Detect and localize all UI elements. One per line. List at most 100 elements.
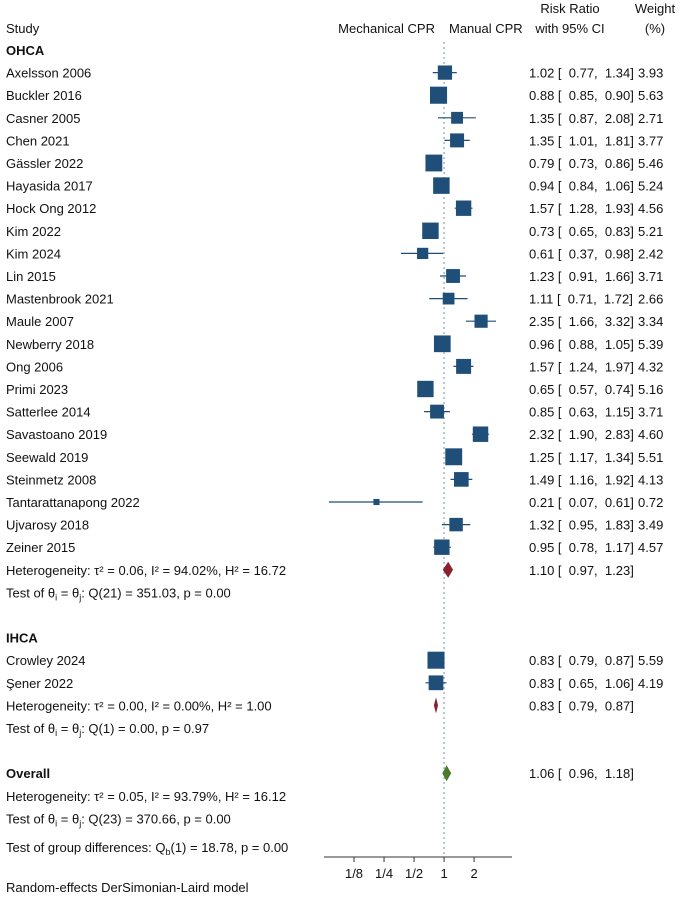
header-effect-line2: with 95% CI: [534, 21, 604, 36]
study-row: Maule 2007 2.35 [ 1.66, 3.32] 3.34: [6, 314, 663, 329]
study-label: Hock Ong 2012: [6, 201, 96, 216]
subtotal-row: Heterogeneity: τ² = 0.00, I² = 0.00%, H²…: [6, 697, 634, 714]
study-label: Crowley 2024: [6, 653, 86, 668]
effect-ci-label: 2.35 [ 1.66, 3.32]: [529, 314, 634, 329]
effect-ci-label: 1.35 [ 0.87, 2.08]: [529, 111, 634, 126]
study-row: Ujvarosy 2018 1.32 [ 0.95, 1.83] 3.49: [6, 518, 663, 533]
study-label: Şener 2022: [6, 676, 73, 691]
test-statistic-label: Test of θi​ = θj​: Q(1) = 0.00, p = 0.97: [6, 721, 209, 738]
weight-label: 5.63: [638, 88, 663, 103]
subtotal-row: Heterogeneity: τ² = 0.06, I² = 94.02%, H…: [6, 561, 634, 578]
effect-square: [446, 269, 460, 283]
study-row: Chen 2021 1.35 [ 1.01, 1.81] 3.77: [6, 133, 663, 148]
effect-square: [474, 314, 488, 328]
x-axis: 1/8 1/4 1/2 1 2: [324, 856, 512, 881]
weight-label: 5.51: [638, 450, 663, 465]
effect-ci-label: 1.02 [ 0.77, 1.34]: [529, 66, 634, 81]
effect-ci-label: 0.83 [ 0.79, 0.87]: [529, 698, 634, 713]
weight-label: 2.66: [638, 292, 663, 307]
header-weight-line2: (%): [645, 21, 665, 36]
pooled-diamond: [433, 697, 439, 714]
effect-square: [429, 86, 448, 104]
weight-label: 2.71: [638, 111, 663, 126]
header-right-favor: Manual CPR: [449, 21, 523, 36]
study-label: Mastenbrook 2021: [6, 292, 114, 307]
effect-ci-label: 0.95 [ 0.78, 1.17]: [529, 540, 634, 555]
effect-square: [456, 358, 472, 374]
effect-ci-label: 0.73 [ 0.65, 0.83]: [529, 224, 634, 239]
effect-square: [430, 404, 444, 419]
study-label: Kim 2022: [6, 224, 61, 239]
weight-label: 5.59: [638, 653, 663, 668]
study-label: Tantarattanapong 2022: [6, 495, 140, 510]
effect-square: [422, 222, 439, 240]
effect-square: [472, 426, 489, 442]
effect-square: [454, 472, 469, 487]
effect-ci-label: 0.61 [ 0.37, 0.98]: [529, 246, 634, 261]
effect-square: [442, 292, 455, 305]
weight-label: 0.72: [638, 495, 663, 510]
study-row: Steinmetz 2008 1.49 [ 1.16, 1.92] 4.13: [6, 472, 663, 487]
weight-label: 5.24: [638, 179, 663, 194]
study-row: Lin 2015 1.23 [ 0.91, 1.66] 3.71: [6, 269, 663, 284]
effect-ci-label: 1.49 [ 1.16, 1.92]: [529, 472, 634, 487]
effect-square: [433, 177, 450, 194]
weight-label: 4.19: [638, 676, 663, 691]
study-row: Satterlee 2014 0.85 [ 0.63, 1.15] 3.71: [6, 405, 663, 420]
weight-label: 3.77: [638, 133, 663, 148]
study-label: Chen 2021: [6, 133, 70, 148]
text-row: Test of θi​ = θj​: Q(23) = 370.66, p = 0…: [6, 811, 231, 828]
x-tick-label: 1: [440, 866, 447, 881]
effect-ci-label: 0.83 [ 0.79, 0.87]: [529, 653, 634, 668]
weight-label: 4.60: [638, 427, 663, 442]
effect-ci-label: 1.25 [ 1.17, 1.34]: [529, 450, 634, 465]
study-label: Steinmetz 2008: [6, 472, 96, 487]
x-tick-label: 1/2: [405, 866, 423, 881]
effect-ci-label: 0.96 [ 0.88, 1.05]: [529, 337, 634, 352]
study-row: Tantarattanapong 2022 0.21 [ 0.07, 0.61] 0…: [6, 495, 663, 510]
study-row: Kim 2022 0.73 [ 0.65, 0.83] 5.21: [6, 222, 663, 240]
study-row: Primi 2023 0.65 [ 0.57, 0.74] 5.16: [6, 380, 663, 398]
study-row: Gässler 2022 0.79 [ 0.73, 0.86] 5.46: [6, 154, 663, 172]
effect-square: [428, 675, 444, 691]
study-label: Satterlee 2014: [6, 405, 91, 420]
weight-label: 4.56: [638, 201, 663, 216]
effect-square: [425, 154, 443, 172]
effect-ci-label: 1.11 [ 0.71, 1.72]: [529, 292, 633, 307]
effect-ci-label: 1.57 [ 1.24, 1.97]: [529, 359, 634, 374]
forest-rows: OHCA Axelsson 2006 1.02 [ 0.77, 1.34] 3.93 B…: [6, 43, 663, 857]
weight-label: 3.49: [638, 518, 663, 533]
study-label: Lin 2015: [6, 269, 56, 284]
study-row: Kim 2024 0.61 [ 0.37, 0.98] 2.42: [6, 246, 663, 261]
effect-square: [417, 380, 434, 398]
weight-label: 3.93: [638, 66, 663, 81]
study-row: Savastoano 2019 2.32 [ 1.90, 2.83] 4.60: [6, 426, 663, 442]
x-tick-label: 1/8: [345, 866, 363, 881]
study-row: Seewald 2019 1.25 [ 1.17, 1.34] 5.51: [6, 448, 663, 466]
study-label: Ong 2006: [6, 359, 63, 374]
effect-ci-label: 0.85 [ 0.63, 1.15]: [529, 405, 634, 420]
study-label: Kim 2024: [6, 246, 61, 261]
effect-square: [449, 517, 463, 532]
effect-square: [450, 133, 465, 148]
group-row: OHCA: [6, 43, 45, 58]
text-row: Test of group differences: Qb​(1) = 18.7…: [6, 840, 288, 857]
study-row: Buckler 2016 0.88 [ 0.85, 0.90] 5.63: [6, 86, 663, 104]
effect-square: [417, 247, 429, 260]
study-row: Casner 2005 1.35 [ 0.87, 2.08] 2.71: [6, 111, 663, 126]
effect-square: [455, 200, 472, 216]
weight-label: 5.39: [638, 337, 663, 352]
header-row: Study Mechanical CPR Manual CPR Risk Rat…: [6, 1, 675, 36]
effect-square: [437, 65, 453, 80]
effect-ci-label: 1.06 [ 0.96, 1.18]: [529, 766, 634, 781]
header-study: Study: [6, 21, 40, 36]
study-row: Crowley 2024 0.83 [ 0.79, 0.87] 5.59: [6, 651, 663, 669]
header-effect-line1: Risk Ratio: [540, 1, 599, 16]
weight-label: 4.13: [638, 472, 663, 487]
weight-label: 3.71: [638, 269, 663, 284]
group-row: IHCA: [6, 631, 38, 646]
test-statistic-label: Test of θi​ = θj​: Q(21) = 351.03, p = 0…: [6, 585, 231, 602]
text-row: Heterogeneity: τ² = 0.05, I² = 93.79%, H…: [6, 789, 286, 804]
test-statistic-label: Test of θi​ = θj​: Q(23) = 370.66, p = 0…: [6, 811, 231, 828]
study-label: Casner 2005: [6, 111, 80, 126]
